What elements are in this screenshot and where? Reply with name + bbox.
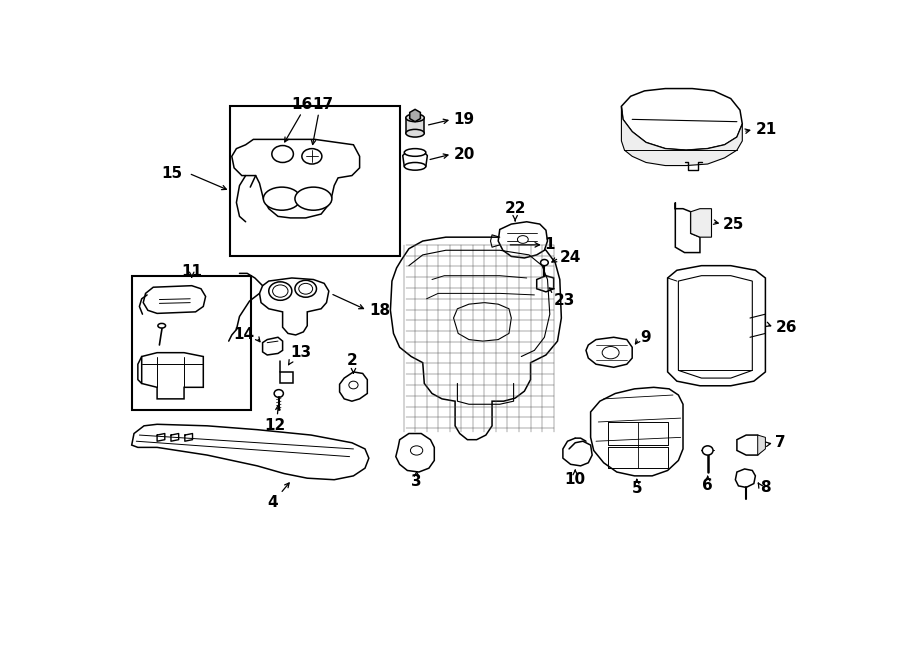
Bar (230, 106, 400, 256)
Text: 8: 8 (760, 480, 770, 495)
Polygon shape (590, 387, 683, 476)
Polygon shape (621, 106, 742, 165)
Text: 2: 2 (346, 353, 357, 368)
Ellipse shape (349, 381, 358, 389)
Ellipse shape (602, 346, 619, 359)
Text: 14: 14 (234, 327, 255, 342)
Polygon shape (758, 435, 765, 455)
Text: 11: 11 (181, 264, 202, 280)
Polygon shape (499, 222, 547, 258)
Polygon shape (536, 276, 554, 292)
Ellipse shape (295, 187, 332, 210)
Ellipse shape (404, 149, 426, 156)
Polygon shape (586, 337, 632, 368)
Polygon shape (131, 424, 369, 480)
Text: 23: 23 (554, 293, 575, 309)
Text: 3: 3 (411, 473, 422, 488)
Ellipse shape (274, 389, 284, 397)
Ellipse shape (406, 114, 424, 122)
Ellipse shape (410, 446, 423, 455)
Bar (131, 276, 251, 410)
Text: 4: 4 (267, 495, 278, 510)
Ellipse shape (158, 323, 166, 328)
Polygon shape (141, 353, 203, 399)
Text: 16: 16 (292, 97, 312, 112)
Ellipse shape (541, 260, 548, 266)
Polygon shape (391, 237, 562, 440)
Text: 10: 10 (564, 472, 586, 487)
Ellipse shape (295, 280, 317, 297)
Text: 13: 13 (291, 345, 311, 360)
Polygon shape (690, 209, 712, 237)
Text: 5: 5 (632, 481, 642, 496)
Polygon shape (339, 372, 367, 401)
Text: 9: 9 (640, 330, 651, 345)
Text: 26: 26 (776, 320, 796, 334)
Text: 22: 22 (504, 202, 526, 216)
Ellipse shape (272, 145, 293, 163)
Polygon shape (668, 266, 765, 386)
Ellipse shape (406, 130, 424, 137)
Ellipse shape (702, 446, 713, 455)
Text: 25: 25 (723, 217, 744, 231)
Polygon shape (737, 435, 761, 455)
Ellipse shape (273, 285, 288, 297)
Text: 15: 15 (161, 166, 183, 180)
Bar (406, 118, 424, 134)
Polygon shape (454, 303, 511, 341)
Ellipse shape (404, 163, 426, 170)
Polygon shape (675, 202, 700, 253)
Text: 1: 1 (544, 237, 555, 253)
Text: 17: 17 (312, 97, 333, 112)
Polygon shape (621, 89, 742, 150)
Ellipse shape (518, 235, 528, 243)
Text: 21: 21 (755, 122, 777, 137)
Text: 6: 6 (702, 478, 713, 493)
Bar (280, 372, 292, 383)
Polygon shape (143, 286, 205, 313)
Ellipse shape (299, 284, 312, 294)
Text: 24: 24 (560, 251, 581, 266)
Polygon shape (396, 434, 435, 472)
Text: 20: 20 (454, 147, 475, 161)
Text: 7: 7 (776, 435, 786, 450)
Polygon shape (232, 139, 360, 218)
Ellipse shape (264, 187, 301, 210)
Polygon shape (259, 278, 328, 335)
Text: 18: 18 (369, 303, 390, 318)
Polygon shape (679, 276, 752, 378)
Text: 12: 12 (265, 418, 285, 433)
Polygon shape (735, 469, 755, 487)
Text: 19: 19 (454, 112, 474, 127)
Polygon shape (263, 337, 283, 355)
Ellipse shape (302, 149, 322, 164)
Ellipse shape (269, 282, 292, 300)
